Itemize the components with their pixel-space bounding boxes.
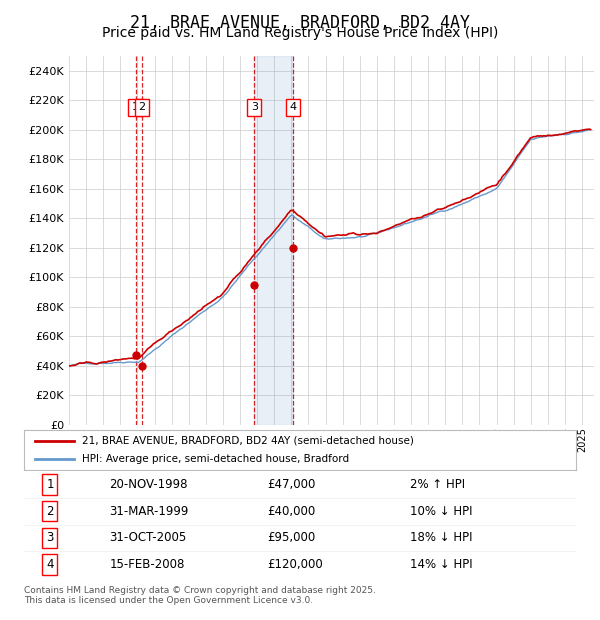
- Text: £120,000: £120,000: [267, 558, 323, 571]
- Text: 10% ↓ HPI: 10% ↓ HPI: [410, 505, 473, 518]
- Text: £95,000: £95,000: [267, 531, 315, 544]
- Text: 4: 4: [290, 102, 297, 112]
- Text: 1: 1: [132, 102, 139, 112]
- Text: 18% ↓ HPI: 18% ↓ HPI: [410, 531, 473, 544]
- Text: 21, BRAE AVENUE, BRADFORD, BD2 4AY (semi-detached house): 21, BRAE AVENUE, BRADFORD, BD2 4AY (semi…: [82, 435, 414, 446]
- Text: 2: 2: [46, 505, 53, 518]
- Text: 31-MAR-1999: 31-MAR-1999: [110, 505, 189, 518]
- Text: Price paid vs. HM Land Registry's House Price Index (HPI): Price paid vs. HM Land Registry's House …: [102, 26, 498, 40]
- Text: £40,000: £40,000: [267, 505, 315, 518]
- Text: 1: 1: [46, 478, 53, 491]
- Text: 14% ↓ HPI: 14% ↓ HPI: [410, 558, 473, 571]
- Text: Contains HM Land Registry data © Crown copyright and database right 2025.
This d: Contains HM Land Registry data © Crown c…: [24, 586, 376, 605]
- Bar: [254, 56, 293, 425]
- Text: 21, BRAE AVENUE, BRADFORD, BD2 4AY: 21, BRAE AVENUE, BRADFORD, BD2 4AY: [130, 14, 470, 32]
- Text: 20-NOV-1998: 20-NOV-1998: [110, 478, 188, 491]
- Text: 2: 2: [138, 102, 145, 112]
- Text: 4: 4: [46, 558, 53, 571]
- Text: £47,000: £47,000: [267, 478, 315, 491]
- Text: 3: 3: [251, 102, 258, 112]
- Text: HPI: Average price, semi-detached house, Bradford: HPI: Average price, semi-detached house,…: [82, 454, 349, 464]
- Text: 15-FEB-2008: 15-FEB-2008: [110, 558, 185, 571]
- Text: 3: 3: [46, 531, 53, 544]
- Text: 2% ↑ HPI: 2% ↑ HPI: [410, 478, 466, 491]
- Text: 31-OCT-2005: 31-OCT-2005: [110, 531, 187, 544]
